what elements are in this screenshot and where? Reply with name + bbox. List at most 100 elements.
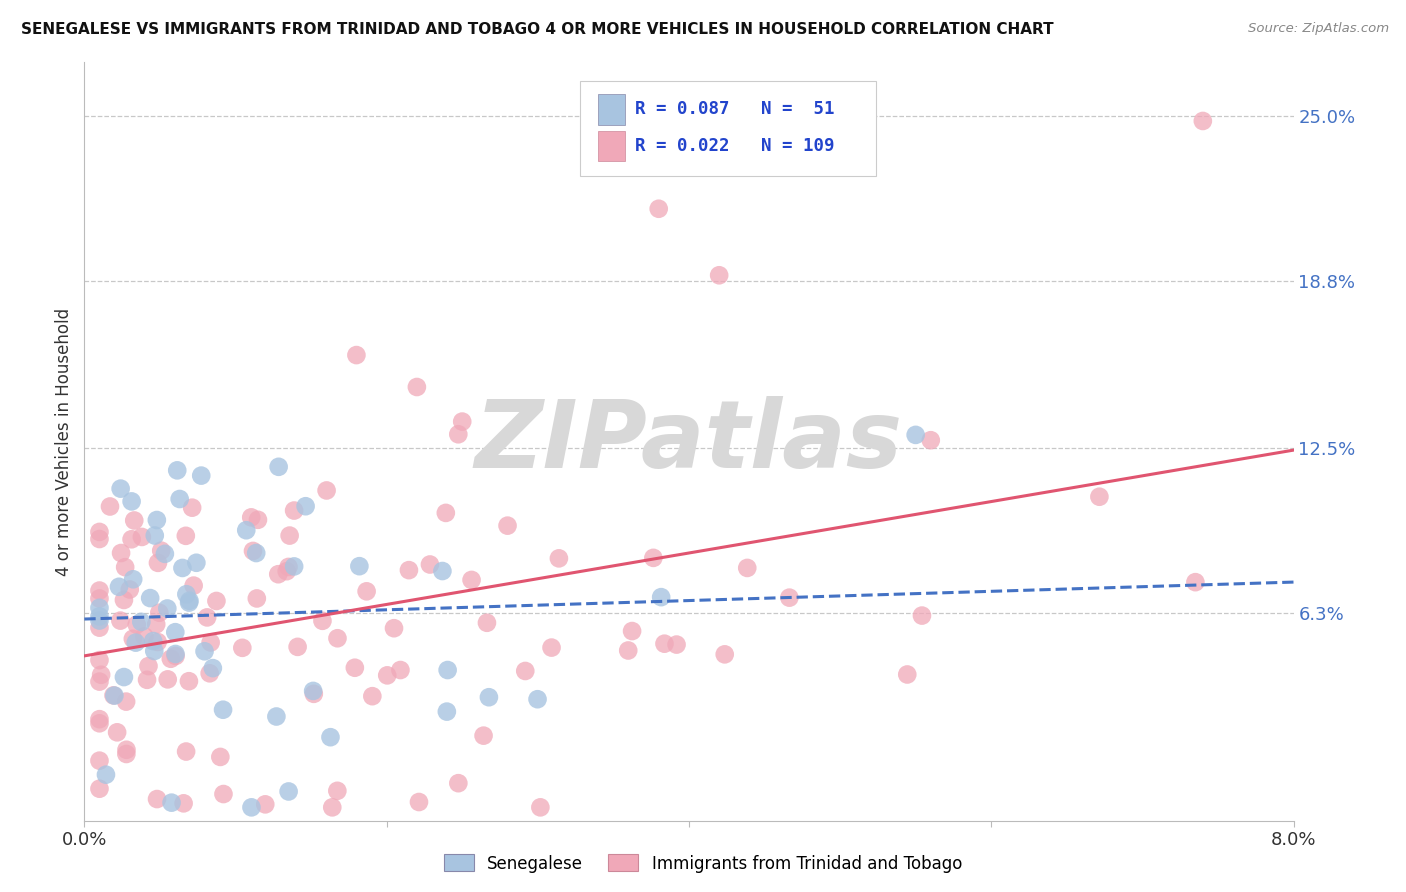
Point [115, 743, 138, 757]
Point [169, 491, 191, 506]
Point [911, 608, 934, 623]
Point [356, 584, 378, 599]
Point [447, 776, 470, 790]
Point [319, 730, 342, 744]
Point [294, 500, 316, 514]
Point [125, 635, 148, 649]
Point [245, 546, 267, 560]
Point [136, 673, 159, 687]
Point [540, 640, 562, 655]
Point [896, 667, 918, 681]
Point [177, 596, 200, 610]
Bar [599, 95, 624, 125]
Point [148, 606, 170, 620]
Point [89, 583, 111, 598]
Point [321, 800, 343, 814]
Bar [599, 130, 624, 161]
Point [349, 559, 371, 574]
Point [146, 635, 169, 649]
Point [172, 561, 194, 575]
Point [920, 434, 942, 448]
Point [146, 556, 169, 570]
Point [246, 591, 269, 606]
Point [89, 621, 111, 635]
Point [389, 663, 412, 677]
Point [89, 591, 111, 606]
Point [89, 653, 111, 667]
Point [122, 513, 145, 527]
Point [478, 690, 501, 705]
Point [193, 644, 215, 658]
Point [121, 494, 143, 508]
Point [89, 614, 111, 628]
Point [1184, 575, 1206, 590]
Point [177, 674, 200, 689]
Point [1088, 490, 1111, 504]
Point [118, 582, 141, 597]
Point [146, 792, 169, 806]
Point [146, 513, 169, 527]
Text: R = 0.022   N = 109: R = 0.022 N = 109 [634, 136, 834, 155]
Point [181, 500, 204, 515]
Point [713, 648, 735, 662]
Point [195, 610, 218, 624]
Point [94, 767, 117, 781]
Point [121, 632, 143, 646]
Point [89, 532, 111, 546]
Point [361, 689, 384, 703]
Point [150, 543, 173, 558]
Point [242, 544, 264, 558]
Text: R = 0.087   N =  51: R = 0.087 N = 51 [634, 101, 834, 119]
Point [735, 561, 758, 575]
Point [277, 560, 299, 574]
Point [231, 640, 253, 655]
Text: ZIPatlas: ZIPatlas [475, 395, 903, 488]
Point [436, 705, 458, 719]
Point [235, 523, 257, 537]
Point [398, 563, 420, 577]
Point [287, 640, 309, 654]
Point [110, 614, 132, 628]
Point [166, 463, 188, 477]
Point [209, 750, 232, 764]
Point [240, 800, 263, 814]
Point [134, 630, 156, 644]
Point [89, 600, 111, 615]
Point [174, 529, 197, 543]
Point [302, 687, 325, 701]
Point [526, 692, 548, 706]
Point [267, 459, 290, 474]
Point [240, 510, 263, 524]
Point [190, 468, 212, 483]
Point [139, 591, 162, 605]
Point [326, 784, 349, 798]
Point [419, 558, 441, 572]
Point [346, 348, 368, 362]
Point [266, 709, 288, 723]
Point [89, 674, 111, 689]
Point [205, 594, 228, 608]
Point [434, 506, 457, 520]
Point [186, 556, 208, 570]
Text: Source: ZipAtlas.com: Source: ZipAtlas.com [1249, 22, 1389, 36]
Point [89, 609, 111, 624]
Point [621, 624, 644, 638]
Point [654, 637, 676, 651]
Point [98, 500, 121, 514]
Point [114, 560, 136, 574]
Point [200, 635, 222, 649]
Point [89, 754, 111, 768]
Point [246, 513, 269, 527]
Point [315, 483, 337, 498]
Y-axis label: 4 or more Vehicles in Household: 4 or more Vehicles in Household [55, 308, 73, 575]
Point [89, 712, 111, 726]
Point [165, 648, 187, 663]
Point [103, 689, 125, 703]
Point [201, 661, 224, 675]
Point [529, 800, 551, 814]
Point [778, 591, 800, 605]
Point [904, 428, 927, 442]
Point [451, 415, 474, 429]
Point [343, 661, 366, 675]
Text: SENEGALESE VS IMMIGRANTS FROM TRINIDAD AND TOBAGO 4 OR MORE VEHICLES IN HOUSEHOL: SENEGALESE VS IMMIGRANTS FROM TRINIDAD A… [21, 22, 1053, 37]
